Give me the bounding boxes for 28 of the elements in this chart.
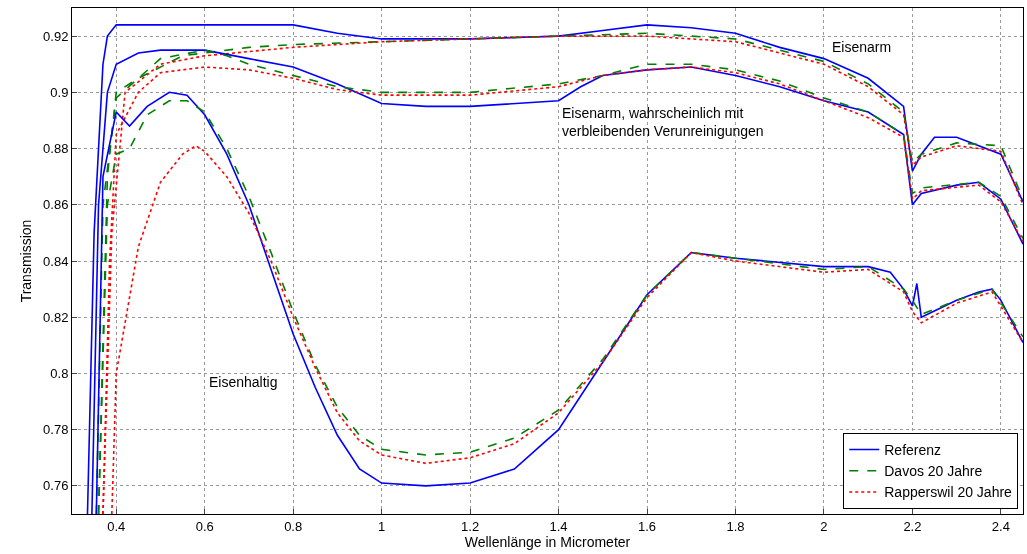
x-tick-label: 1.4 xyxy=(549,518,568,534)
y-tick-label: 0.78 xyxy=(43,422,69,438)
x-tick-label: 2.2 xyxy=(903,518,922,534)
legend-label: Referenz xyxy=(884,442,942,458)
y-axis-title: Transmission xyxy=(17,219,34,303)
x-tick-label: 1.2 xyxy=(461,518,480,534)
x-tick-label: 0.8 xyxy=(284,518,303,534)
y-tick-label: 0.76 xyxy=(43,478,69,494)
x-tick-label: 1 xyxy=(378,518,386,534)
x-tick-label: 1.8 xyxy=(726,518,745,534)
x-tick-label: 1.6 xyxy=(637,518,657,534)
y-tick-label: 0.88 xyxy=(43,141,69,157)
y-tick-label: 0.82 xyxy=(43,309,69,325)
x-tick-label: 2 xyxy=(820,518,828,534)
legend-label: Davos 20 Jahre xyxy=(884,463,983,480)
annotation: Eisenarm, wahrscheinlich mit verbleibenden Verunreinigungen xyxy=(562,105,764,140)
y-tick-label: 0.9 xyxy=(50,84,69,100)
y-tick-label: 0.92 xyxy=(43,28,69,44)
legend-label: Rapperswil 20 Jahre xyxy=(884,484,1013,501)
y-tick-label: 0.86 xyxy=(43,197,69,213)
x-tick-label: 2.4 xyxy=(991,518,1010,534)
x-tick-label: 0.6 xyxy=(195,518,214,534)
y-tick-label: 0.8 xyxy=(50,365,69,381)
y-tick-label: 0.84 xyxy=(43,253,69,269)
x-axis-title: Wellenlänge in Micrometer xyxy=(464,533,631,550)
annotation: Eisenhaltig xyxy=(209,374,278,390)
x-tick-label: 0.4 xyxy=(107,518,126,534)
annotation: Eisenarm xyxy=(832,39,892,55)
